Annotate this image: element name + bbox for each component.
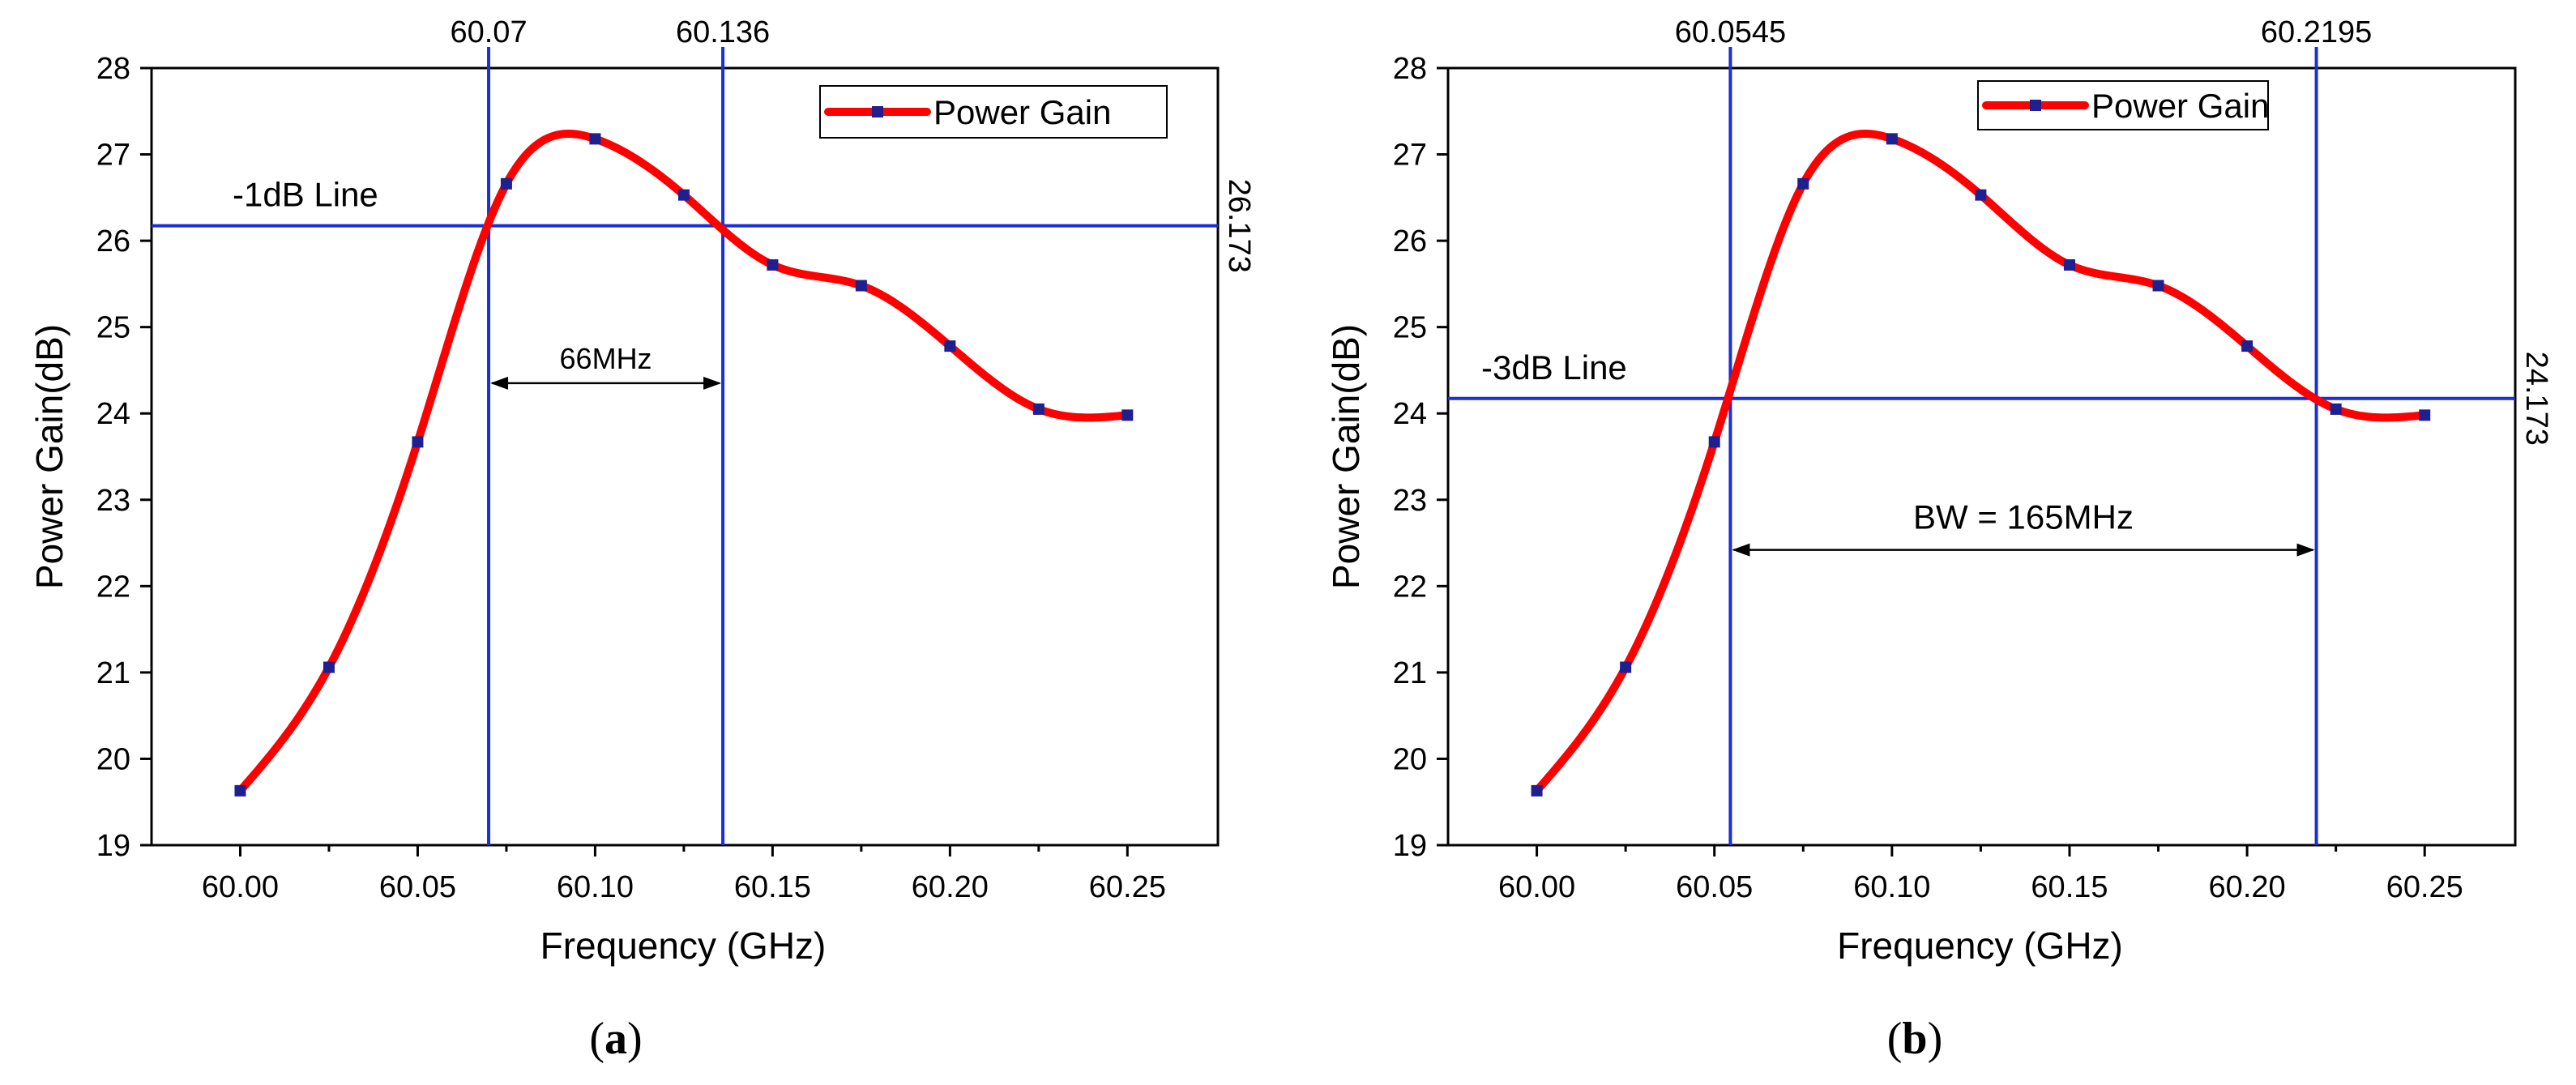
- bandwidth-arrowhead-right: [2296, 543, 2315, 557]
- x-tick-label: 60.15: [734, 870, 811, 904]
- data-point: [767, 258, 779, 271]
- series-line-power-gain: [236, 129, 1132, 795]
- x-tick-label: 60.10: [1853, 870, 1930, 904]
- data-point: [1032, 403, 1044, 415]
- x-tick-label: 60.15: [2031, 870, 2108, 904]
- plot-frame: [1446, 66, 2517, 847]
- series-line-power-gain: [1532, 129, 2429, 795]
- data-point: [412, 436, 424, 448]
- data-point: [1975, 189, 1987, 201]
- data-point: [2419, 409, 2431, 421]
- data-point: [1708, 436, 1720, 448]
- hline-label: -3dB Line: [1481, 348, 1627, 387]
- vline-label: 60.2195: [2261, 15, 2372, 49]
- caption-letter: a: [604, 1014, 627, 1064]
- y-axis-title: Power Gain(dB): [1325, 324, 1367, 589]
- y-tick-label: 25: [1393, 311, 1427, 345]
- y-tick-label: 20: [1393, 742, 1427, 776]
- vline-label: 60.0545: [1675, 15, 1786, 49]
- data-point: [2063, 258, 2075, 271]
- y-tick-label: 28: [96, 52, 130, 86]
- y-tick-label: 22: [96, 570, 130, 604]
- y-tick-label: 23: [96, 484, 130, 518]
- bandwidth-arrowhead-left: [1732, 543, 1750, 557]
- panel-caption: (b): [1887, 1014, 1942, 1064]
- x-tick-label: 60.25: [1089, 870, 1166, 904]
- vline-label: 60.07: [450, 15, 527, 49]
- y-tick-label: 25: [96, 311, 130, 345]
- data-point: [2152, 280, 2164, 292]
- legend-marker: [2030, 100, 2041, 111]
- x-tick-label: 60.25: [2386, 870, 2463, 904]
- y-tick-label: 20: [96, 742, 130, 776]
- data-point: [1797, 177, 1809, 190]
- caption-letter: b: [1902, 1014, 1927, 1064]
- bandwidth-label: BW = 165MHz: [1913, 498, 2134, 536]
- x-axis-title: Frequency (GHz): [1837, 925, 2123, 967]
- hline-label: -1dB Line: [233, 176, 378, 214]
- x-tick-label: 60.00: [202, 870, 279, 904]
- data-point: [1886, 133, 1898, 145]
- caption-open-paren: (: [1887, 1014, 1903, 1064]
- y-tick-label: 22: [1393, 570, 1427, 604]
- x-tick-label: 60.00: [1498, 870, 1575, 904]
- y-tick-label: 27: [96, 139, 130, 173]
- caption-close-paren: ): [627, 1014, 643, 1064]
- data-point: [677, 189, 690, 201]
- y-tick-label: 28: [1393, 52, 1427, 86]
- y-tick-label: 26: [1393, 224, 1427, 258]
- y-tick-label: 21: [1393, 656, 1427, 690]
- legend-label: Power Gain: [2091, 87, 2269, 125]
- data-point: [855, 280, 867, 292]
- y-tick-label: 21: [96, 656, 130, 690]
- x-tick-label: 60.20: [2209, 870, 2286, 904]
- data-point: [234, 784, 246, 797]
- data-point: [944, 340, 956, 352]
- legend-label: Power Gain: [933, 93, 1111, 131]
- data-point: [1531, 784, 1543, 797]
- panel-caption: (a): [589, 1014, 642, 1064]
- caption-close-paren: ): [1928, 1014, 1943, 1064]
- x-tick-label: 60.20: [912, 870, 989, 904]
- hline-value-label: 24.173: [2519, 352, 2553, 446]
- x-axis-title: Frequency (GHz): [540, 925, 827, 967]
- data-point: [500, 177, 512, 190]
- y-tick-label: 27: [1393, 139, 1427, 173]
- legend-marker: [872, 106, 883, 117]
- x-tick-label: 60.10: [557, 870, 634, 904]
- x-tick-label: 60.05: [1676, 870, 1753, 904]
- chart-panel-b: 19 20 21 22 23 24 25 26 27 28 60.00 60.05 60.10 60.15…: [1325, 15, 2553, 1064]
- y-axis-title: Power Gain(dB): [28, 324, 70, 589]
- data-point: [1620, 661, 1632, 673]
- y-tick-label: 24: [1393, 397, 1427, 431]
- caption-open-paren: (: [589, 1014, 604, 1064]
- chart-panel-a: 19 20 21 22 23 24 25 26 27 28 60.00 60.05 60.10 60.15…: [28, 15, 1256, 1064]
- data-point: [2330, 403, 2342, 415]
- data-point: [323, 661, 335, 673]
- hline-value-label: 26.173: [1222, 179, 1256, 273]
- x-tick-label: 60.05: [379, 870, 456, 904]
- y-tick-label: 26: [96, 224, 130, 258]
- vline-label: 60.136: [676, 15, 770, 49]
- y-tick-label: 19: [1393, 829, 1427, 863]
- data-point: [2241, 340, 2253, 352]
- bandwidth-arrowhead-right: [703, 376, 722, 390]
- y-tick-label: 19: [96, 829, 130, 863]
- data-point: [589, 133, 601, 145]
- y-tick-label: 23: [1393, 484, 1427, 518]
- data-point: [1121, 409, 1134, 421]
- bandwidth-arrowhead-left: [490, 376, 509, 390]
- bandwidth-label: 66MHz: [560, 342, 652, 375]
- y-tick-label: 24: [96, 397, 130, 431]
